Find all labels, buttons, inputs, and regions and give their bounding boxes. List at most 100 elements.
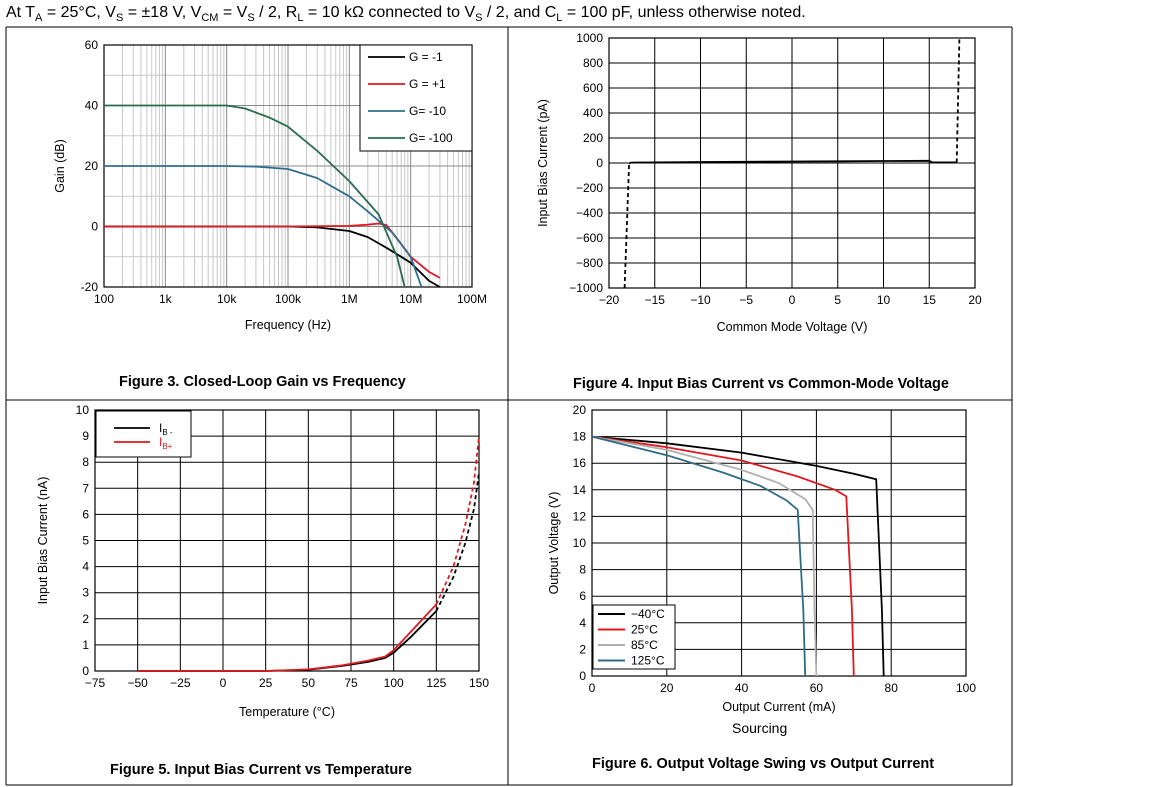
y-tick-label: 4: [579, 616, 586, 630]
plot-border: [591, 409, 967, 677]
y-axis-label: Input Bias Current (pA): [536, 99, 550, 227]
x-tick-label: 60: [810, 681, 824, 695]
x-tick-label: −15: [645, 293, 666, 307]
x-tick-label: 15: [923, 293, 937, 307]
x-tick-label: 5: [834, 293, 841, 307]
legend-label: G= -100: [409, 131, 453, 145]
legend-label-subscript: B -: [162, 428, 173, 437]
y-tick-label: 20: [573, 403, 587, 417]
legend-label: G = +1: [409, 77, 446, 91]
legend-box: [95, 410, 192, 458]
y-tick-label: 1000: [576, 31, 603, 45]
legend-box: [592, 604, 676, 670]
y-tick-label: 400: [583, 106, 603, 120]
x-tick-label: 10k: [217, 292, 237, 306]
x-tick-label: 100k: [275, 292, 302, 306]
x-tick-label: 10M: [399, 292, 422, 306]
x-tick-label: 10: [877, 293, 891, 307]
legend-box: [359, 44, 473, 152]
y-tick-label: 0: [91, 220, 98, 234]
x-tick-label: 100: [384, 676, 404, 690]
y-tick-label: 16: [573, 456, 587, 470]
series-line: [435, 436, 480, 605]
legend-label: G= -10: [409, 104, 446, 118]
y-tick-label: 6: [82, 507, 89, 521]
series-line: [104, 165, 423, 288]
series-line: [104, 104, 406, 288]
series-line: [435, 472, 480, 612]
x-tick-label: 0: [789, 293, 796, 307]
y-tick-label: 18: [573, 430, 587, 444]
y-tick-label: 10: [76, 403, 90, 417]
y-tick-label: 5: [82, 534, 89, 548]
series-line: [591, 435, 818, 677]
plot-border: [608, 37, 976, 289]
bias-current-vs-temp-chart: −75 −50 −25 0 25 50 75 100 125 150 0 1 2 3 4 5 6 7 8 9 10 Tem…: [36, 403, 489, 719]
y-tick-label: 600: [583, 81, 603, 95]
y-tick-label: −800: [576, 256, 603, 270]
x-axis-label: Output Current (mA): [722, 700, 835, 714]
legend-label: G = -1: [409, 50, 443, 64]
x-tick-label: −10: [690, 293, 711, 307]
series-line: [591, 435, 885, 677]
x-tick-label: 25: [259, 676, 273, 690]
legend-label: 85°C: [631, 638, 658, 652]
legend-label: 25°C: [631, 623, 658, 637]
x-tick-label: 40: [735, 681, 749, 695]
fig4-caption: Figure 4. Input Bias Current vs Common-M…: [573, 376, 949, 392]
y-tick-label: 0: [596, 156, 603, 170]
y-tick-label: 0: [82, 664, 89, 678]
y-tick-label: 14: [573, 483, 587, 497]
y-tick-label: 8: [82, 455, 89, 469]
x-tick-label: −50: [127, 676, 148, 690]
fig6-caption: Figure 6. Output Voltage Swing vs Output…: [592, 756, 935, 772]
x-tick-label: 80: [885, 681, 899, 695]
x-tick-label: 0: [220, 676, 227, 690]
series-line: [628, 159, 957, 165]
x-tick-label: 100: [94, 292, 114, 306]
x-tick-label: −5: [739, 293, 753, 307]
series-line: [591, 435, 807, 677]
y-tick-label: 60: [85, 38, 99, 52]
y-tick-label: 12: [573, 509, 587, 523]
fig3-caption: Figure 3. Closed-Loop Gain vs Frequency: [119, 374, 406, 390]
x-tick-label: −75: [85, 676, 106, 690]
y-tick-label: 0: [579, 669, 586, 683]
y-tick-label: −200: [576, 181, 603, 195]
x-tick-label: 125: [426, 676, 446, 690]
closed-loop-gain-chart: 100 1k 10k 100k 1M 10M 100M -20 0 20 40 60 Frequency…: [53, 38, 487, 332]
fig6-subtitle: Sourcing: [732, 720, 788, 736]
y-tick-label: 40: [85, 99, 99, 113]
y-tick-label: −600: [576, 231, 603, 245]
x-tick-label: 50: [302, 676, 316, 690]
series-line: [591, 435, 855, 677]
y-axis-label: Output Voltage (V): [547, 492, 561, 595]
y-tick-label: 2: [579, 642, 586, 656]
y-tick-label: 8: [579, 563, 586, 577]
bias-current-vs-cm-chart: −20 −15 −10 −5 0 5 10 15 20 −1000 −800 −600 −400 −200…: [536, 31, 982, 334]
x-tick-label: 100M: [457, 292, 487, 306]
y-tick-label: 4: [82, 560, 89, 574]
y-tick-label: 6: [579, 589, 586, 603]
x-tick-label: −20: [599, 293, 620, 307]
y-axis-label: Gain (dB): [53, 139, 67, 193]
y-tick-label: 200: [583, 131, 603, 145]
x-tick-label: 75: [344, 676, 358, 690]
x-axis-label: Common Mode Voltage (V): [717, 320, 868, 334]
y-tick-label: -20: [81, 280, 99, 294]
legend-label: 125°C: [631, 654, 665, 668]
legend-label: −40°C: [631, 607, 665, 621]
series-line: [137, 603, 437, 672]
x-tick-label: 1M: [341, 292, 358, 306]
x-tick-label: −25: [170, 676, 191, 690]
x-tick-label: 150: [469, 676, 489, 690]
y-tick-label: 2: [82, 612, 89, 626]
y-tick-label: 3: [82, 586, 89, 600]
y-tick-label: 7: [82, 481, 89, 495]
y-tick-label: 20: [85, 159, 99, 173]
output-swing-chart: 0 20 40 60 80 100 0 2 4 6 8 10 12 14 16 18 20 Output Curr…: [547, 403, 976, 714]
x-tick-label: 100: [956, 681, 976, 695]
x-tick-label: 20: [660, 681, 674, 695]
header-conditions: At TA = 25°C, VS = ±18 V, VCM = VS / 2, …: [6, 4, 806, 25]
